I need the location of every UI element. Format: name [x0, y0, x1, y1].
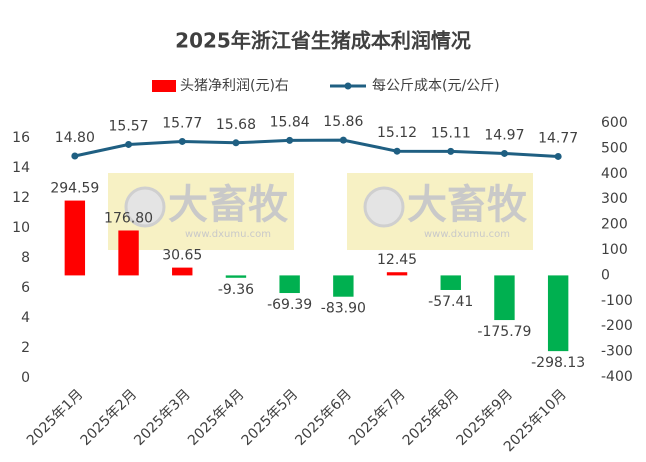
- line-label: 15.68: [216, 117, 256, 133]
- bar-label: 176.80: [104, 210, 153, 226]
- x-tick-label: 2025年7月: [346, 386, 409, 449]
- line-point: [447, 147, 455, 155]
- bar: [440, 275, 461, 290]
- bar-label: -83.90: [321, 301, 366, 317]
- legend-label: 每公斤成本(元/公斤): [372, 78, 500, 94]
- watermark-url: www.dxumu.com: [424, 229, 510, 240]
- line-label: 15.12: [377, 125, 417, 141]
- y-tick-label: 0: [21, 370, 30, 386]
- line-label: 15.84: [270, 114, 310, 130]
- watermark-text: 大畜牧: [168, 182, 289, 228]
- line-label: 15.77: [162, 115, 202, 131]
- x-tick-label: 2025年5月: [239, 386, 302, 449]
- watermark-url: www.dxumu.com: [185, 229, 271, 240]
- y-tick-label: 6: [21, 280, 30, 296]
- line-label: 14.97: [484, 127, 524, 143]
- watermark-logo: [124, 186, 166, 228]
- bar: [333, 275, 354, 297]
- y-tick-label: 14: [12, 160, 30, 176]
- y-tick-label: 2: [21, 340, 30, 356]
- bar-label: -175.79: [477, 324, 531, 340]
- y2-tick-label: -100: [601, 293, 633, 309]
- watermark-logo: [363, 186, 405, 228]
- bar: [494, 275, 515, 321]
- y-tick-label: 4: [21, 310, 30, 326]
- line-point: [500, 149, 508, 157]
- y-tick-label: 8: [21, 250, 30, 266]
- bar-label: 294.59: [50, 181, 99, 197]
- y2-tick-label: -200: [601, 318, 633, 334]
- watermark-text: 大畜牧: [407, 182, 528, 228]
- line-point: [339, 136, 347, 144]
- y2-tick-label: 100: [601, 242, 628, 258]
- x-tick-label: 2025年3月: [131, 386, 194, 449]
- line-point: [71, 152, 79, 160]
- line-point: [393, 147, 401, 155]
- x-tick-label: 2025年1月: [24, 386, 87, 449]
- bar: [279, 275, 300, 294]
- line-label: 14.80: [55, 130, 95, 146]
- bar-label: -57.41: [428, 294, 473, 310]
- line-point: [125, 140, 133, 148]
- line-point: [232, 139, 240, 147]
- x-tick-label: 2025年6月: [292, 386, 355, 449]
- y2-tick-label: 200: [601, 217, 628, 233]
- y2-tick-label: 600: [601, 115, 628, 131]
- line-label: 15.86: [323, 114, 363, 130]
- bar-label: -298.13: [531, 355, 585, 371]
- bar: [118, 230, 139, 276]
- y2-tick-label: 0: [601, 267, 610, 283]
- bar: [225, 275, 247, 278]
- bar-label: 12.45: [377, 252, 417, 268]
- y2-tick-label: 500: [601, 140, 628, 156]
- bar: [64, 200, 86, 276]
- line-point: [554, 152, 562, 160]
- line-point: [286, 136, 294, 144]
- bar: [172, 267, 193, 276]
- y-tick-label: 12: [12, 190, 30, 206]
- y-tick-label: 16: [12, 130, 30, 146]
- line-label: 15.11: [431, 125, 471, 141]
- x-tick-label: 2025年2月: [78, 386, 141, 449]
- legend-swatch: [344, 82, 352, 90]
- y2-tick-label: -300: [601, 344, 633, 360]
- bar-label: -69.39: [267, 297, 312, 313]
- chart-title: 2025年浙江省生猪成本利润情况: [175, 29, 471, 53]
- line: [74, 138, 559, 158]
- y2-tick-label: -400: [601, 369, 633, 385]
- y2-tick-label: 300: [601, 191, 628, 207]
- line-label: 15.57: [109, 118, 149, 134]
- y2-tick-label: 400: [601, 166, 628, 182]
- y-tick-label: 10: [12, 220, 30, 236]
- line-label: 14.77: [538, 130, 578, 146]
- bar-label: 30.65: [162, 248, 202, 264]
- x-tick-label: 2025年8月: [400, 386, 463, 449]
- legend-label: 头猪净利润(元)右: [180, 78, 289, 94]
- watermark: 大畜牧 大畜牧 www.dxumu.com www.dxumu.com: [108, 173, 533, 250]
- x-tick-label: 2025年4月: [185, 386, 248, 449]
- legend-swatch: [152, 80, 176, 92]
- bar: [386, 272, 408, 276]
- line-point: [178, 137, 186, 145]
- bar-label: -9.36: [218, 282, 254, 298]
- bar: [547, 275, 569, 352]
